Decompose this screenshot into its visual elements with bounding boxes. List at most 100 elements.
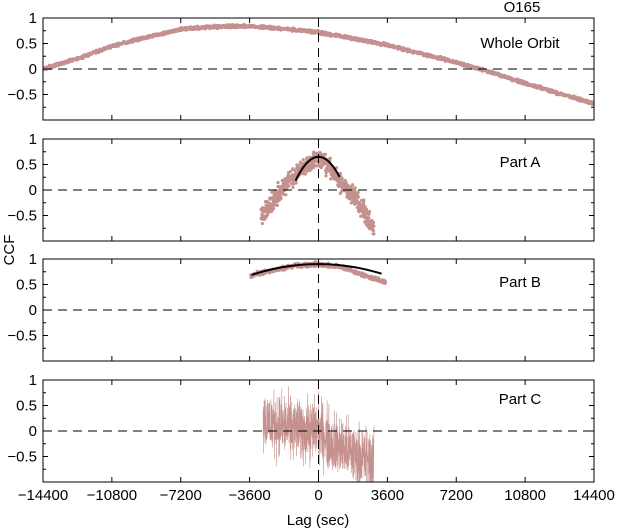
data-point	[291, 167, 295, 171]
data-point	[132, 38, 136, 42]
data-point	[400, 48, 404, 52]
data-point	[289, 174, 293, 178]
data-point	[102, 48, 106, 52]
data-point	[456, 62, 461, 66]
data-point	[305, 157, 309, 161]
data-point	[276, 184, 280, 189]
data-point	[169, 30, 173, 34]
data-point	[318, 152, 322, 156]
data-point	[266, 24, 270, 28]
data-point	[328, 156, 332, 160]
data-point	[590, 102, 594, 106]
data-point	[305, 169, 309, 173]
data-point	[175, 28, 179, 32]
data-point	[437, 56, 442, 61]
data-point	[184, 25, 188, 30]
x-tick-label: 10800	[504, 487, 546, 504]
data-point	[98, 48, 102, 52]
data-point	[84, 54, 89, 59]
data-point	[120, 42, 124, 46]
x-tick-label: 0	[314, 487, 322, 504]
data-point	[278, 194, 282, 198]
data-point	[65, 61, 69, 65]
data-point	[362, 275, 366, 279]
data-point	[122, 40, 127, 44]
data-point	[366, 39, 370, 44]
data-point	[370, 278, 374, 282]
data-point	[303, 29, 307, 33]
data-point	[454, 61, 458, 65]
data-point	[353, 269, 357, 273]
data-point	[136, 38, 141, 42]
data-point	[279, 196, 283, 200]
data-point	[586, 100, 590, 104]
data-point	[443, 59, 447, 63]
y-tick-label: −0.5	[7, 449, 37, 466]
data-point	[366, 223, 370, 227]
data-point	[326, 163, 330, 168]
data-point	[460, 63, 464, 67]
y-tick-label: 1	[29, 131, 37, 148]
data-point	[187, 27, 191, 31]
data-point	[363, 220, 367, 224]
fit-curve	[294, 155, 341, 182]
data-point	[305, 165, 309, 169]
data-point	[114, 43, 118, 47]
panels-group: 1 0.5 0 −0.5 Whole Orbit 1 0.5 0 −0.5 Part A 1 0.5 0…	[7, 10, 614, 504]
data-point	[221, 24, 226, 28]
data-point	[324, 171, 328, 175]
data-point	[280, 178, 284, 183]
panel-name: Whole Orbit	[480, 35, 560, 52]
data-point	[265, 213, 269, 217]
data-point	[74, 58, 78, 62]
data-point	[347, 268, 351, 272]
data-point	[511, 77, 515, 82]
data-point	[534, 85, 538, 89]
data-point	[151, 35, 155, 39]
data-point	[581, 99, 585, 103]
x-axis-label: Lag (sec)	[287, 512, 350, 529]
data-point	[267, 270, 272, 275]
x-tick-label: −10800	[87, 487, 137, 504]
data-point	[215, 24, 219, 28]
data-point	[158, 32, 162, 36]
data-point	[309, 167, 313, 171]
panel-part-c	[262, 386, 375, 482]
data-point	[234, 25, 238, 29]
data-point	[504, 75, 508, 79]
data-point	[357, 202, 361, 206]
data-point	[260, 25, 264, 29]
data-point	[276, 199, 280, 203]
data-point	[356, 271, 360, 275]
data-point	[117, 43, 121, 47]
data-point	[338, 265, 342, 269]
panel-name: Part A	[500, 154, 541, 171]
data-point	[369, 227, 373, 231]
data-point	[347, 197, 351, 201]
data-point	[571, 95, 575, 99]
data-point	[147, 35, 151, 39]
data-point	[59, 63, 63, 67]
panel-name: Part B	[499, 274, 541, 291]
x-tick-label: −14400	[18, 487, 68, 504]
y-tick-label: 0	[29, 182, 37, 199]
data-point	[430, 54, 434, 58]
data-point	[303, 172, 307, 176]
y-tick-label: 0.5	[16, 36, 37, 53]
data-point	[329, 167, 333, 171]
data-point	[488, 70, 492, 74]
data-point	[324, 174, 328, 178]
data-point	[344, 268, 348, 272]
data-point	[286, 28, 290, 32]
data-point	[357, 210, 361, 214]
data-point	[242, 24, 246, 28]
data-point	[354, 201, 358, 205]
data-point	[372, 224, 376, 228]
data-point	[355, 205, 359, 209]
y-axis-label: CCF	[1, 235, 18, 266]
data-point	[351, 193, 355, 197]
data-point	[228, 23, 232, 27]
data-point	[362, 200, 366, 204]
data-point	[225, 23, 229, 28]
data-point	[339, 182, 343, 186]
